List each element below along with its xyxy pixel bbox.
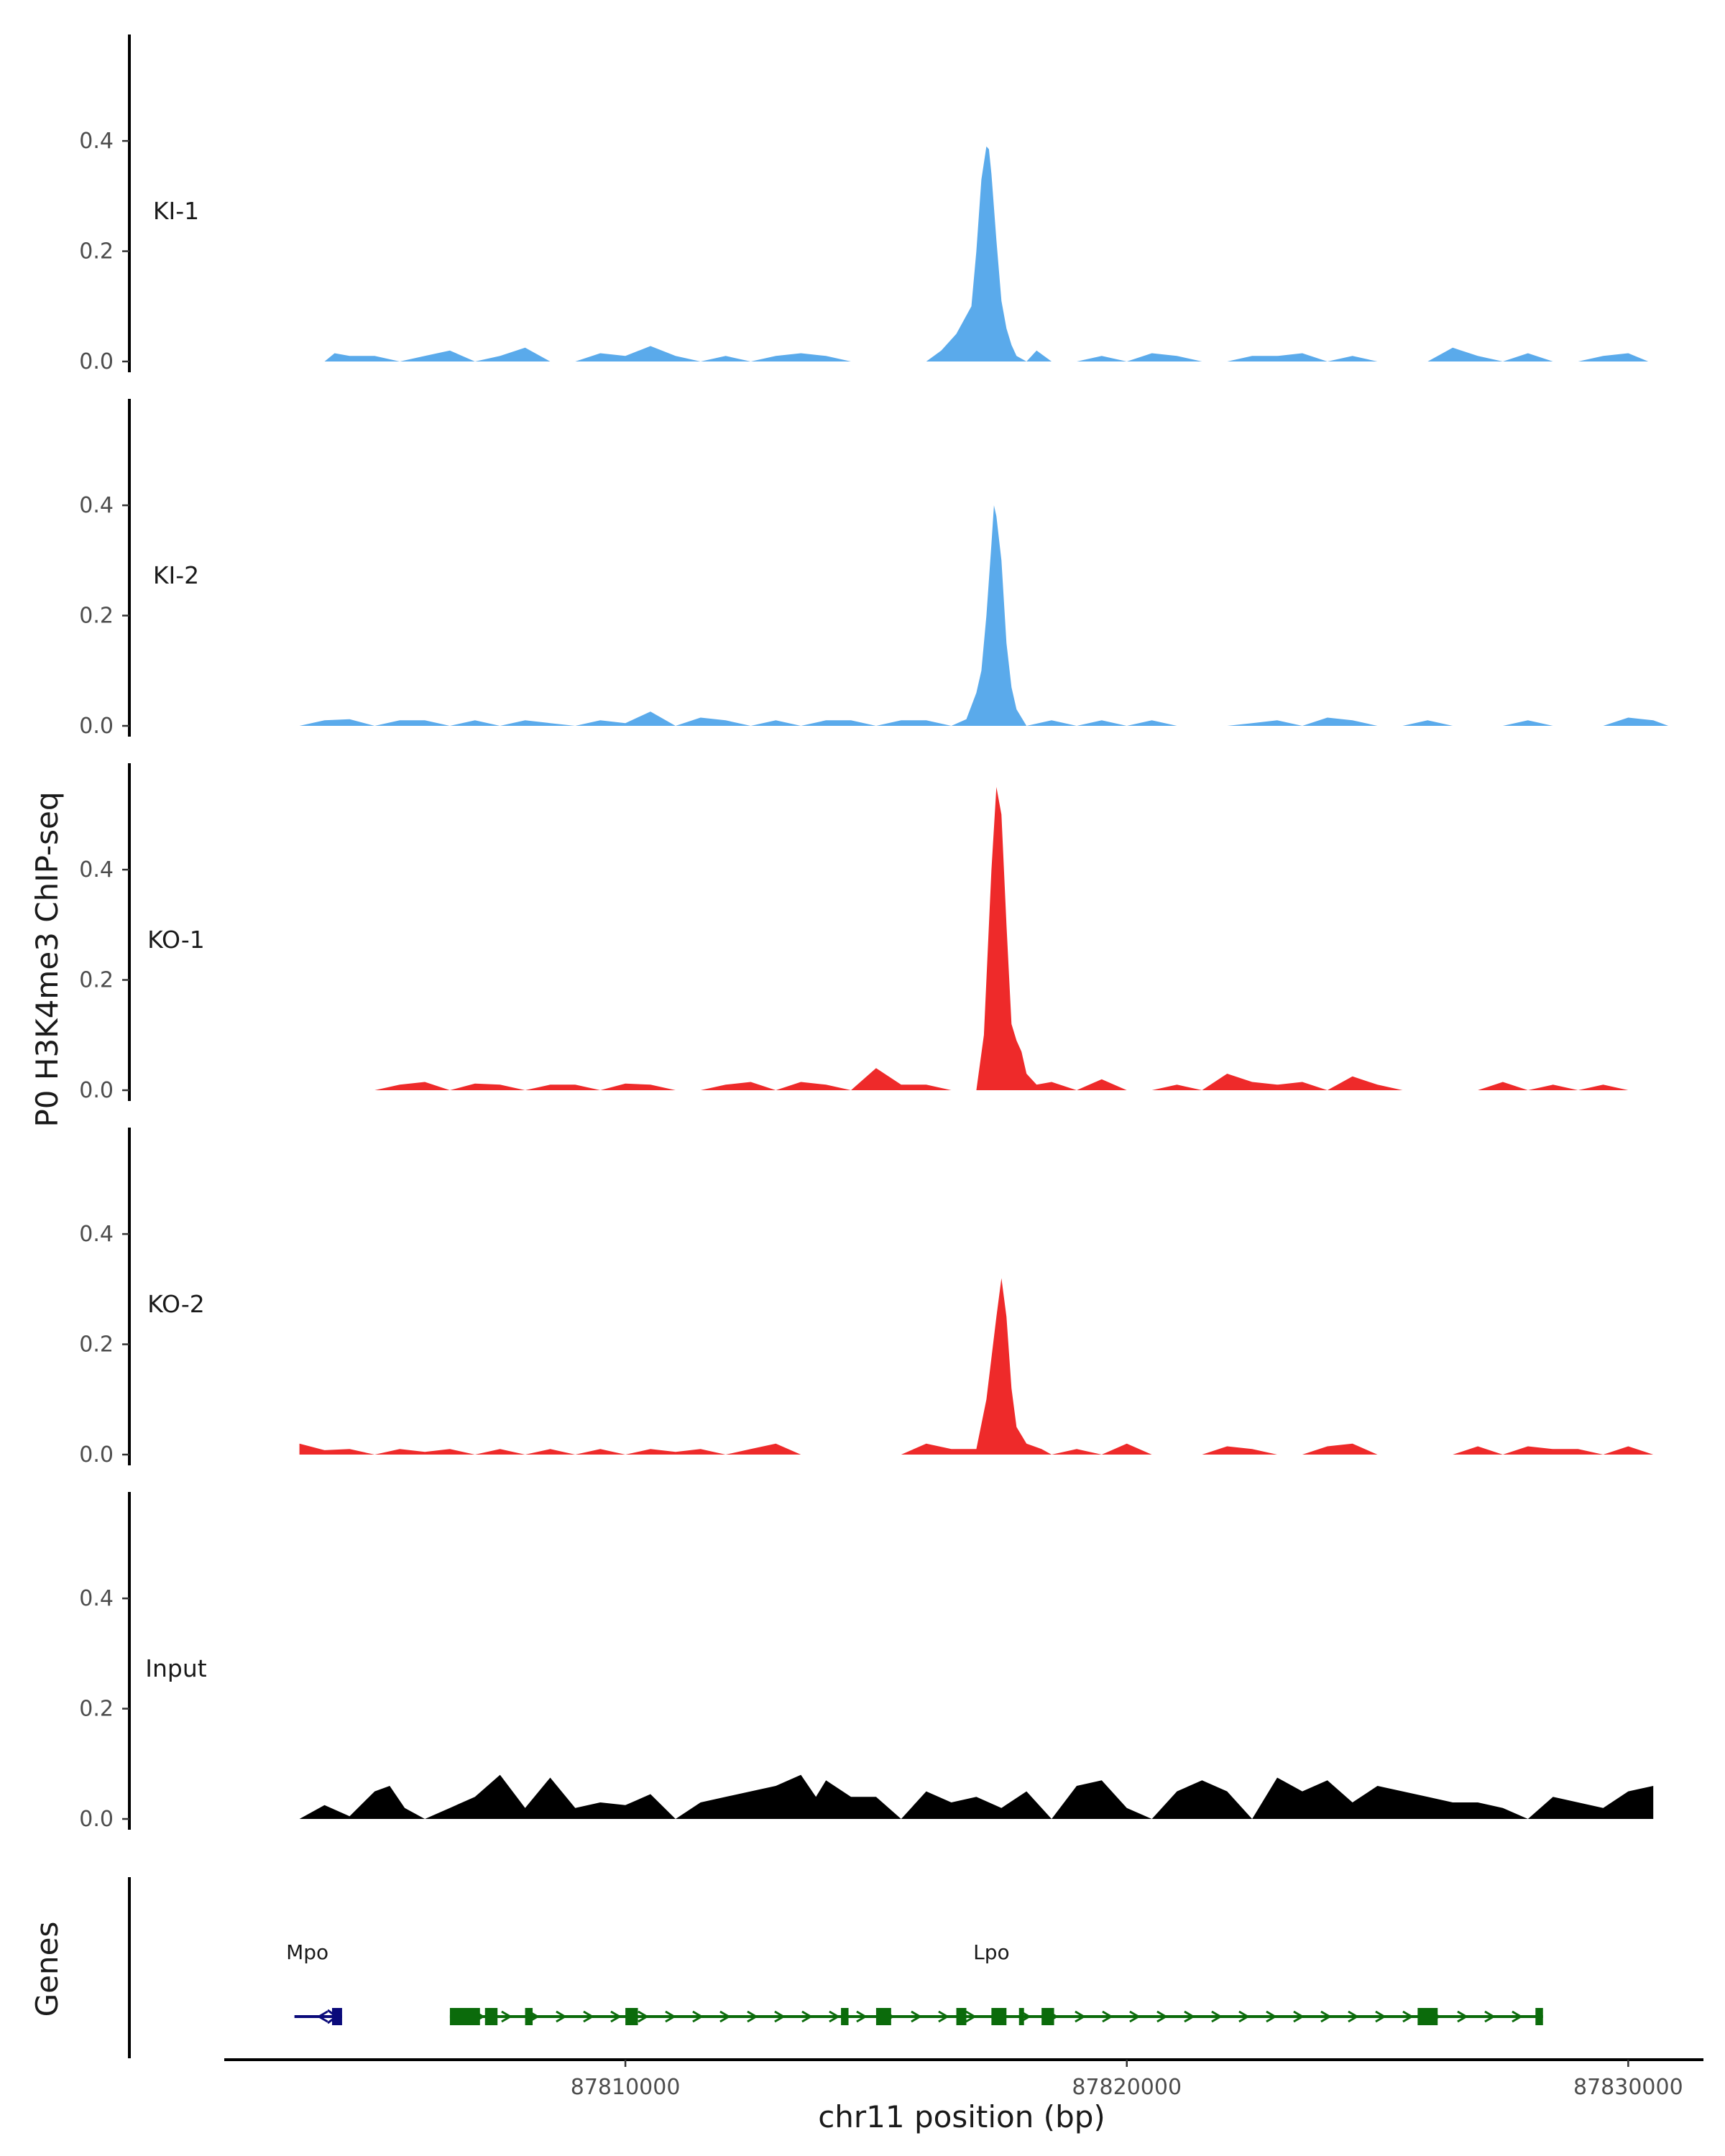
y-tick-label: 0.0 bbox=[79, 1807, 114, 1832]
gene-exon bbox=[1018, 2008, 1024, 2025]
gene-exon bbox=[449, 2008, 480, 2025]
strand-arrow-icon bbox=[1211, 2010, 1223, 2023]
track-ki-2: 0.0 0.2 0.4 KI-2 bbox=[79, 399, 1669, 739]
strand-arrow-icon bbox=[1512, 2010, 1523, 2023]
strand-arrow-icon bbox=[1266, 2010, 1277, 2023]
strand-arrow-icon bbox=[1238, 2010, 1250, 2023]
gene-exon bbox=[331, 2008, 342, 2025]
track-label: Input bbox=[145, 1654, 207, 1682]
track-ko-1: 0.0 0.2 0.4 KO-1 bbox=[79, 763, 1629, 1103]
y-tick-label: 0.2 bbox=[79, 1332, 114, 1358]
track-input: 0.0 0.2 0.4 Input bbox=[79, 1492, 1654, 1832]
track-ki-1: 0.0 0.2 0.4 KI-1 bbox=[79, 34, 1649, 374]
signal-area-ki-1 bbox=[324, 146, 1649, 362]
strand-arrow-icon bbox=[1293, 2010, 1305, 2023]
y-tick-label: 0.4 bbox=[79, 129, 114, 154]
strand-arrow-icon bbox=[1320, 2010, 1332, 2023]
strand-arrow-icon bbox=[911, 2010, 922, 2023]
track-label: KO-1 bbox=[147, 926, 205, 954]
strand-arrow-icon bbox=[938, 2010, 949, 2023]
strand-arrow-icon bbox=[501, 2010, 512, 2023]
gene-exon bbox=[625, 2008, 638, 2025]
gene-mpo: Mpo bbox=[286, 1940, 342, 2025]
strand-arrow-icon bbox=[638, 2010, 649, 2023]
x-axis-title: chr11 position (bp) bbox=[818, 2099, 1105, 2134]
strand-arrow-icon bbox=[1457, 2010, 1468, 2023]
strand-arrow-icon bbox=[1129, 2010, 1141, 2023]
track-label: KI-2 bbox=[153, 561, 199, 589]
track-label: KO-2 bbox=[147, 1290, 205, 1318]
strand-arrow-icon bbox=[801, 2010, 813, 2023]
y-tick-label: 0.4 bbox=[79, 857, 114, 883]
strand-arrow-icon bbox=[829, 2010, 840, 2023]
strand-arrow-icon bbox=[1484, 2010, 1496, 2023]
signal-area-ko-1 bbox=[374, 787, 1629, 1090]
x-tick-label: 87830000 bbox=[1573, 2075, 1683, 2100]
strand-arrow-icon bbox=[665, 2010, 676, 2023]
strand-arrow-icon bbox=[747, 2010, 758, 2023]
strand-arrow-icon bbox=[1156, 2010, 1168, 2023]
strand-arrow-icon bbox=[316, 2010, 328, 2023]
track-ko-2: 0.0 0.2 0.4 KO-2 bbox=[79, 1128, 1654, 1468]
y-tick-label: 0.4 bbox=[79, 1222, 114, 1247]
gene-exon bbox=[1417, 2008, 1438, 2025]
strand-arrow-icon bbox=[1075, 2010, 1086, 2023]
gene-label: Lpo bbox=[973, 1940, 1010, 1964]
strand-arrow-icon bbox=[965, 2010, 977, 2023]
strand-arrow-icon bbox=[583, 2010, 594, 2023]
y-tick-label: 0.0 bbox=[79, 714, 114, 739]
strand-arrow-icon bbox=[610, 2010, 622, 2023]
track-label: KI-1 bbox=[153, 197, 199, 225]
strand-arrow-icon bbox=[1184, 2010, 1195, 2023]
x-axis: 87810000 87820000 87830000 bbox=[224, 2058, 1703, 2100]
strand-arrow-icon bbox=[1375, 2010, 1386, 2023]
strand-arrow-icon bbox=[1402, 2010, 1414, 2023]
gene-exon bbox=[525, 2008, 533, 2025]
x-tick-label: 87820000 bbox=[1072, 2075, 1182, 2100]
gene-exon bbox=[1535, 2008, 1543, 2025]
genes-panel-title: Genes bbox=[29, 1922, 65, 2017]
strand-arrow-icon bbox=[1348, 2010, 1359, 2023]
strand-arrow-icon bbox=[856, 2010, 868, 2023]
gene-exon bbox=[956, 2008, 967, 2025]
y-tick-label: 0.4 bbox=[79, 493, 114, 518]
strand-arrow-icon bbox=[719, 2010, 731, 2023]
gene-exon bbox=[1041, 2008, 1054, 2025]
y-tick-label: 0.0 bbox=[79, 1078, 114, 1103]
y-tick-label: 0.4 bbox=[79, 1586, 114, 1611]
genes-layer: Mpo Lpo bbox=[128, 1877, 1543, 2058]
y-tick-label: 0.0 bbox=[79, 1442, 114, 1468]
y-tick-label: 0.0 bbox=[79, 349, 114, 374]
gene-lpo: Lpo bbox=[449, 1940, 1543, 2025]
strand-arrow-icon bbox=[774, 2010, 786, 2023]
y-tick-label: 0.2 bbox=[79, 604, 114, 629]
tracks-layer: 0.00.20.4KI-10.00.20.4KI-20.00.20.4KO-10… bbox=[79, 34, 1669, 1832]
y-tick-label: 0.2 bbox=[79, 1697, 114, 1722]
gene-exon bbox=[484, 2008, 498, 2025]
signal-area-input bbox=[299, 1774, 1654, 1819]
y-tick-label: 0.2 bbox=[79, 968, 114, 993]
gene-exon bbox=[875, 2008, 891, 2025]
gene-label: Mpo bbox=[286, 1940, 328, 1964]
gene-exon bbox=[991, 2008, 1007, 2025]
strand-arrow-icon bbox=[692, 2010, 704, 2023]
strand-arrow-icon bbox=[556, 2010, 567, 2023]
signal-area-ki-2 bbox=[299, 505, 1669, 726]
gene-exon bbox=[841, 2008, 849, 2025]
signal-area-ko-2 bbox=[299, 1278, 1654, 1455]
x-tick-label: 87810000 bbox=[571, 2075, 681, 2100]
y-axis-title: P0 H3K4me3 ChIP-seq bbox=[29, 791, 65, 1127]
strand-arrow-icon bbox=[1102, 2010, 1113, 2023]
y-tick-label: 0.2 bbox=[79, 239, 114, 264]
